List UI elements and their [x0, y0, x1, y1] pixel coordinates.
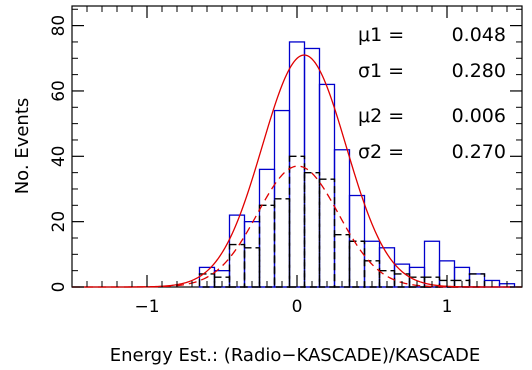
fit-annotations: μ1 = 0.048 σ1 = 0.280 μ2 = 0.006 σ2 = 0.270: [358, 24, 506, 163]
fit-param-label: μ1 =: [358, 24, 404, 46]
histogram-bar: [333, 149, 351, 288]
fit-param-value: 0.270: [452, 141, 506, 163]
y-axis-label: No. Events: [12, 98, 33, 195]
fit-param-label: σ1 =: [358, 60, 404, 82]
fit-param-value: 0.048: [452, 24, 506, 46]
y-tick-label: 80: [49, 15, 69, 37]
y-tick-label: 60: [49, 80, 69, 102]
histogram-bar: [303, 47, 321, 288]
x-tick-label: 1: [442, 297, 453, 317]
histogram-bar: [423, 240, 441, 288]
histogram-bar: [228, 243, 246, 288]
x-tick-label: 0: [292, 297, 303, 317]
gaussian-fit-curve: [72, 54, 522, 288]
fit-param-value: 0.006: [452, 105, 506, 127]
y-tick-label: 40: [49, 145, 69, 167]
histogram-bar: [288, 155, 306, 288]
histogram-bar: [258, 204, 276, 288]
histogram-bar: [213, 276, 231, 288]
histogram-bar: [273, 198, 291, 288]
histogram-bar: [438, 279, 456, 288]
x-tick-label: −1: [134, 297, 159, 317]
histogram-bar: [348, 240, 366, 288]
fit-param-label: σ2 =: [358, 141, 404, 163]
y-tick-label: 20: [49, 211, 69, 233]
histogram-bar: [333, 234, 351, 288]
x-axis-label: Energy Est.: (Radio−KASCADE)/KASCADE: [110, 345, 481, 366]
histogram-bar: [318, 178, 336, 288]
histogram-bar: [423, 276, 441, 288]
histogram-bar: [288, 41, 306, 288]
histogram-bar: [303, 171, 321, 288]
fit-param-label: μ2 =: [358, 105, 404, 127]
fit-param-value: 0.280: [452, 60, 506, 82]
y-tick-label: 0: [49, 282, 69, 293]
histogram-bar: [408, 276, 426, 288]
histogram-bar: [228, 214, 246, 288]
histogram-bar: [453, 279, 471, 288]
fit-curves-layer: [72, 54, 522, 288]
